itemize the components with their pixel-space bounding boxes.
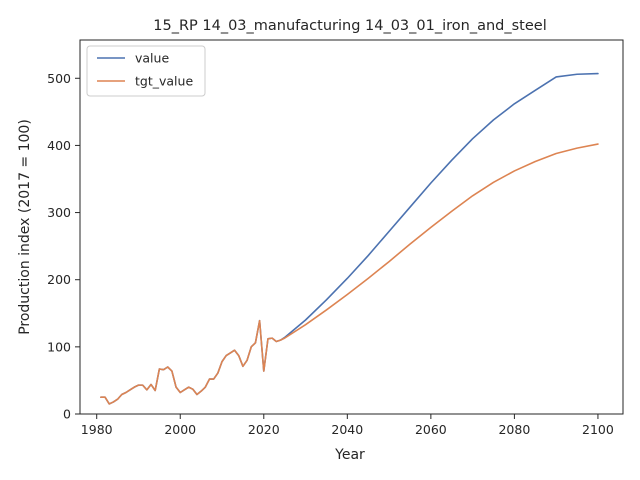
- x-tick-label: 2080: [498, 422, 530, 437]
- x-tick-label: 2100: [582, 422, 614, 437]
- plot-area: [100, 72, 599, 405]
- x-tick-label: 1980: [81, 422, 113, 437]
- chart-title: 15_RP 14_03_manufacturing 14_03_01_iron_…: [153, 18, 546, 34]
- x-tick-label: 2020: [248, 422, 280, 437]
- legend-label-tgt-value: tgt_value: [135, 74, 193, 89]
- series-line-tgt-value: [100, 143, 599, 405]
- y-tick-label: 500: [47, 71, 71, 86]
- x-tick-label: 2040: [331, 422, 363, 437]
- legend-label-value: value: [135, 51, 169, 66]
- y-tick-label: 300: [47, 205, 71, 220]
- legend: value tgt_value: [86, 45, 206, 97]
- plot-frame: [79, 39, 624, 415]
- axes: 1980 2000 2020 2040 2060 2080 2100 0 100 200 300 40…: [47, 39, 624, 437]
- y-tick-label: 100: [47, 339, 71, 354]
- y-axis-label: Production index (2017 = 100): [17, 119, 33, 335]
- series-line-value: [100, 72, 599, 405]
- y-tick-label: 400: [47, 138, 71, 153]
- y-tick-label: 200: [47, 272, 71, 287]
- y-tick-label: 0: [63, 407, 71, 422]
- x-axis-label: Year: [334, 447, 365, 463]
- x-tick-label: 2000: [164, 422, 196, 437]
- x-tick-label: 2060: [415, 422, 447, 437]
